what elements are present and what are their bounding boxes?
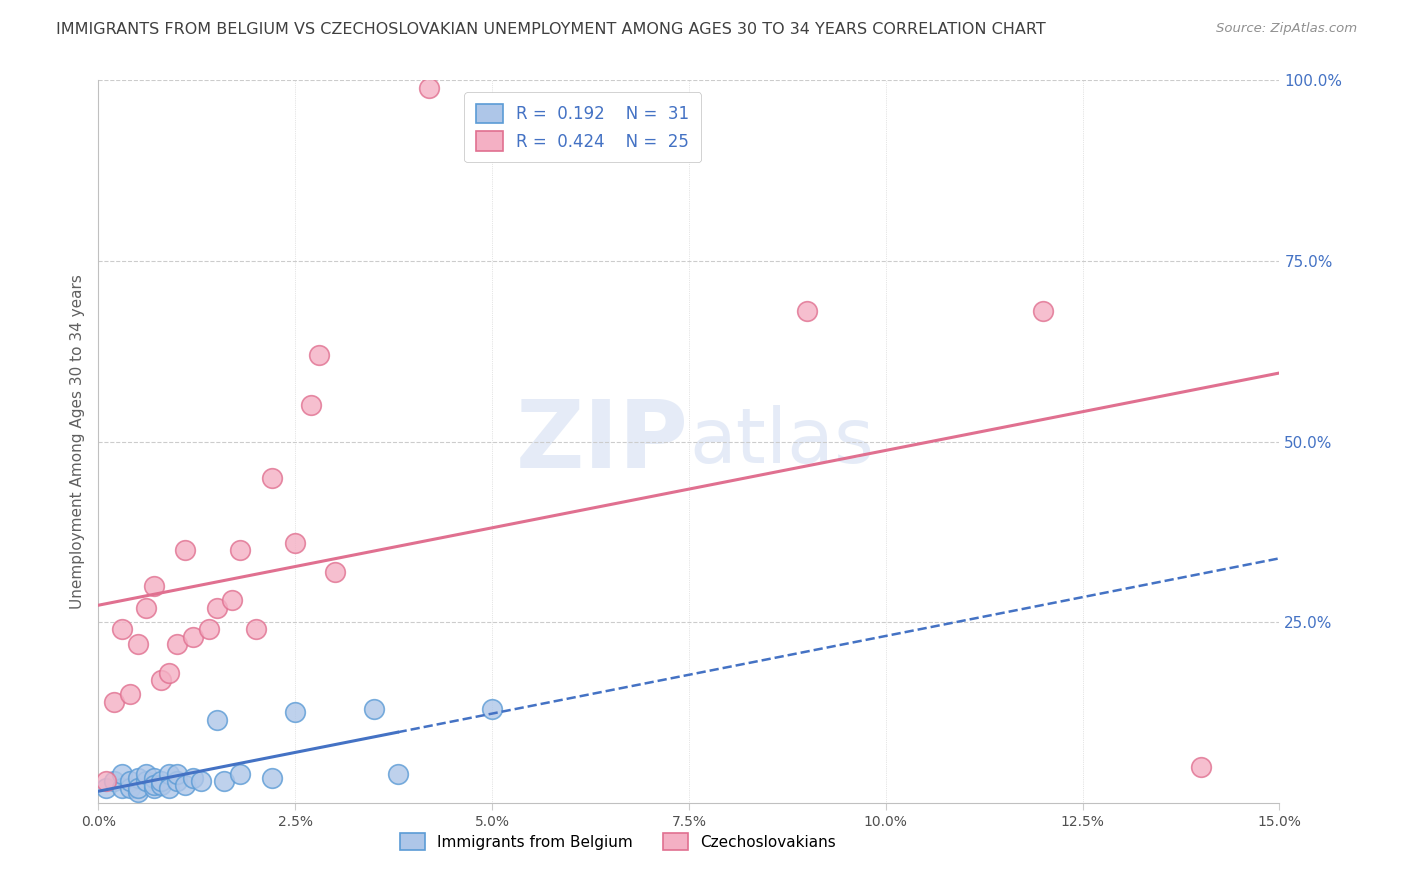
Point	[174, 542, 197, 557]
Point	[135, 767, 157, 781]
Text: Source: ZipAtlas.com: Source: ZipAtlas.com	[1216, 22, 1357, 36]
Point	[197, 623, 219, 637]
Point	[96, 774, 118, 789]
Point	[284, 535, 307, 549]
Point	[96, 781, 118, 796]
Point	[166, 767, 188, 781]
Point	[111, 623, 134, 637]
Y-axis label: Unemployment Among Ages 30 to 34 years: Unemployment Among Ages 30 to 34 years	[69, 274, 84, 609]
Point	[1189, 760, 1212, 774]
Point	[166, 637, 188, 651]
Point	[308, 348, 330, 362]
Point	[127, 781, 149, 796]
Point	[142, 781, 165, 796]
Point	[481, 702, 503, 716]
Point	[221, 593, 243, 607]
Point	[142, 579, 165, 593]
Point	[150, 673, 173, 687]
Point	[181, 771, 204, 785]
Point	[418, 80, 440, 95]
Point	[127, 637, 149, 651]
Point	[174, 778, 197, 792]
Point	[150, 774, 173, 789]
Point	[229, 767, 252, 781]
Point	[157, 767, 180, 781]
Point	[135, 774, 157, 789]
Point	[323, 565, 346, 579]
Point	[142, 778, 165, 792]
Point	[166, 774, 188, 789]
Point	[150, 778, 173, 792]
Point	[181, 630, 204, 644]
Point	[229, 542, 252, 557]
Point	[260, 771, 283, 785]
Point	[205, 600, 228, 615]
Point	[1032, 304, 1054, 318]
Point	[135, 600, 157, 615]
Point	[142, 771, 165, 785]
Point	[299, 398, 322, 412]
Point	[157, 665, 180, 680]
Point	[111, 767, 134, 781]
Point	[387, 767, 409, 781]
Point	[284, 706, 307, 720]
Point	[245, 623, 267, 637]
Point	[111, 781, 134, 796]
Point	[118, 774, 141, 789]
Point	[127, 785, 149, 799]
Point	[103, 695, 125, 709]
Text: ZIP: ZIP	[516, 395, 689, 488]
Point	[796, 304, 818, 318]
Point	[103, 774, 125, 789]
Point	[157, 781, 180, 796]
Point	[127, 771, 149, 785]
Point	[190, 774, 212, 789]
Legend: Immigrants from Belgium, Czechoslovakians: Immigrants from Belgium, Czechoslovakian…	[394, 827, 842, 856]
Point	[214, 774, 236, 789]
Point	[260, 470, 283, 484]
Point	[363, 702, 385, 716]
Text: IMMIGRANTS FROM BELGIUM VS CZECHOSLOVAKIAN UNEMPLOYMENT AMONG AGES 30 TO 34 YEAR: IMMIGRANTS FROM BELGIUM VS CZECHOSLOVAKI…	[56, 22, 1046, 37]
Point	[118, 781, 141, 796]
Point	[205, 713, 228, 727]
Point	[118, 687, 141, 701]
Text: atlas: atlas	[689, 405, 873, 478]
